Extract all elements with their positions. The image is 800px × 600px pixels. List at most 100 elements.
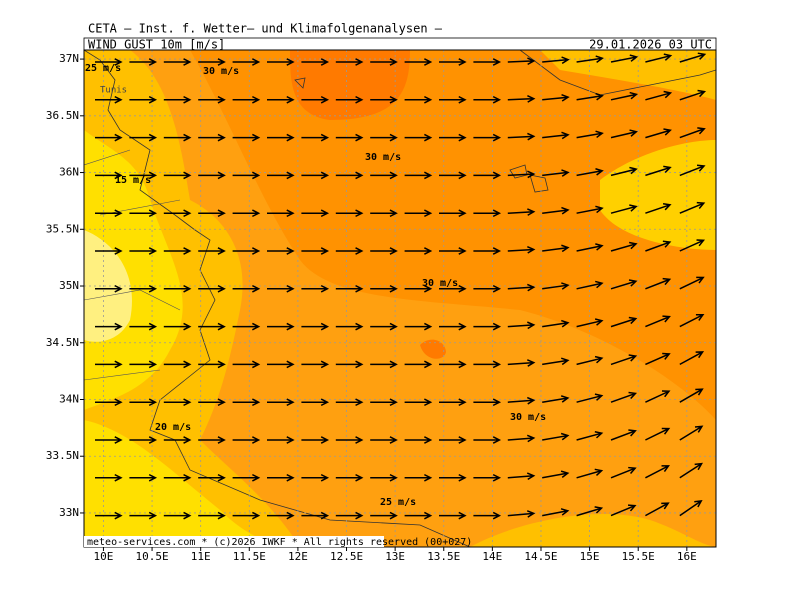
- map-frame: [83, 49, 717, 548]
- wind-arrow: [576, 92, 604, 101]
- wind-arrow: [232, 247, 261, 255]
- x-tick-label: 14E: [482, 550, 502, 563]
- wind-arrow: [267, 473, 295, 482]
- wind-arrow: [610, 91, 639, 101]
- wind-arrow: [232, 473, 261, 482]
- x-tick-label: 10E: [94, 550, 114, 563]
- y-tick-label: 37N: [59, 52, 79, 65]
- wind-arrow: [198, 322, 226, 331]
- wind-arrow: [404, 360, 433, 369]
- wind-arrow: [163, 322, 192, 331]
- wind-arrow: [163, 398, 192, 407]
- wind-arrow: [645, 427, 671, 441]
- wind-arrow: [576, 393, 604, 403]
- wind-arrow: [679, 313, 705, 328]
- footer-bg: [84, 536, 384, 547]
- wind-arrow: [610, 316, 638, 328]
- wind-arrow: [335, 511, 364, 520]
- wind-arrow: [335, 436, 364, 444]
- wind-arrow: [542, 93, 570, 102]
- wind-arrow: [129, 171, 158, 180]
- wind-arrow: [542, 282, 570, 290]
- wind-arrow: [507, 396, 536, 405]
- wind-arrow: [679, 425, 704, 441]
- wind-arrow: [370, 473, 398, 482]
- wind-arrow: [267, 247, 295, 255]
- wind-arrow: [542, 206, 570, 215]
- wind-arrow: [542, 470, 570, 479]
- wind-arrow: [335, 171, 364, 180]
- wind-arrow: [232, 436, 261, 444]
- wind-arrow: [129, 398, 158, 407]
- contour-label: 30 m/s: [203, 66, 239, 77]
- wind-arrow: [267, 511, 295, 520]
- x-tick-label: 15E: [580, 550, 600, 563]
- variable-label: WIND_GUST_10m [m/s]: [88, 38, 225, 52]
- wind-arrow: [610, 466, 637, 479]
- wind-arrow: [507, 472, 536, 481]
- wind-arrow: [473, 171, 502, 180]
- wind-arrow: [301, 171, 330, 180]
- wind-arrow: [129, 209, 158, 218]
- wind-arrow: [404, 284, 433, 293]
- wind-arrow: [507, 95, 536, 103]
- wind-arrow: [542, 432, 570, 441]
- wind-arrow: [473, 436, 502, 444]
- wind-arrow: [198, 171, 226, 180]
- wind-arrow: [301, 398, 330, 407]
- wind-arrow: [473, 247, 502, 255]
- x-tick-label: 11E: [191, 550, 211, 563]
- wind-arrow: [645, 128, 672, 139]
- wind-arrow: [645, 240, 672, 252]
- wind-arrow: [95, 473, 123, 482]
- wind-arrow: [473, 322, 502, 331]
- wind-arrow: [129, 322, 158, 331]
- wind-arrow: [370, 95, 398, 104]
- x-tick-label: 13.5E: [427, 550, 460, 563]
- wind-arrow: [507, 57, 536, 66]
- wind-arrow: [335, 322, 364, 331]
- wind-arrow: [95, 511, 123, 520]
- valid-time: 29.01.2026 03 UTC: [589, 38, 712, 52]
- wind-arrow: [370, 247, 398, 255]
- wind-arrow: [542, 131, 570, 140]
- wind-arrow: [576, 205, 604, 214]
- wind-arrow: [198, 436, 226, 444]
- wind-arrow: [404, 247, 433, 255]
- wind-arrow: [95, 322, 123, 331]
- wind-arrow: [335, 209, 364, 218]
- wind-arrow: [679, 89, 707, 101]
- x-tick-label: 12E: [288, 550, 308, 563]
- wind-arrow: [370, 209, 398, 218]
- wind-arrow: [267, 398, 295, 407]
- wind-arrows: [95, 52, 707, 520]
- wind-arrow: [95, 171, 123, 180]
- wind-arrow: [335, 95, 364, 104]
- wind-arrow: [507, 132, 536, 141]
- wind-arrow: [301, 360, 330, 369]
- wind-arrow: [370, 360, 398, 369]
- wind-arrow: [439, 247, 467, 255]
- wind-arrow: [198, 398, 226, 407]
- wind-arrow: [576, 355, 604, 366]
- wind-arrow: [473, 209, 502, 218]
- wind-arrow: [576, 280, 604, 290]
- wind-arrow: [404, 511, 433, 520]
- wind-arrow: [267, 95, 295, 104]
- wind-arrow: [301, 247, 330, 255]
- wind-arrow: [198, 360, 226, 369]
- wind-arrow: [198, 511, 226, 520]
- wind-arrow: [267, 360, 295, 369]
- wind-arrow: [301, 473, 330, 482]
- wind-arrow: [129, 133, 158, 142]
- wind-arrow: [576, 318, 604, 328]
- y-tick-label: 33N: [59, 506, 79, 519]
- wind-arrow: [95, 133, 123, 142]
- wind-arrow: [267, 322, 295, 331]
- contour-label: 25 m/s: [380, 497, 416, 508]
- contour-label: 30 m/s: [510, 412, 546, 423]
- wind-arrow: [542, 357, 570, 366]
- wind-arrow: [163, 473, 192, 482]
- wind-arrow: [439, 284, 467, 293]
- wind-arrow: [232, 133, 261, 142]
